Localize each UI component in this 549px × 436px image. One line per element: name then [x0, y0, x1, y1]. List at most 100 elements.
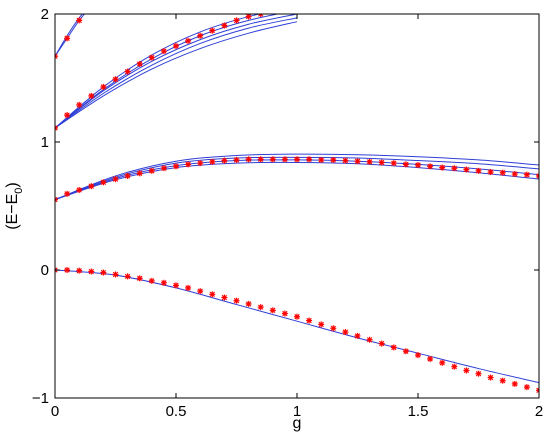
branch-2-marker-3: [76, 187, 83, 193]
branch-2-marker-4: [88, 183, 95, 190]
branch-1-marker-8: [136, 275, 143, 282]
branch-1-marker-6: [112, 271, 119, 278]
branch-2-marker-19: [269, 156, 276, 163]
branch-2-marker-16: [233, 156, 240, 163]
branch-3-marker-8: [136, 60, 143, 67]
branch-3-marker-5: [100, 83, 107, 90]
y-tick-label: 0: [41, 262, 49, 279]
branch-3-marker-10: [160, 48, 167, 55]
branch-1-marker-22: [306, 317, 313, 324]
branch-3-marker-14: [209, 27, 216, 34]
branch-1-marker-11: [173, 282, 179, 289]
y-tick-label: −1: [32, 390, 49, 407]
branch-4-line-1: [55, 14, 83, 57]
branch-2-marker-14: [209, 158, 216, 165]
branch-3-marker-1: [55, 124, 58, 131]
branch-1-marker-16: [233, 297, 240, 304]
y-axis-label-main: (E−E: [4, 194, 21, 230]
branch-2-marker-30: [402, 161, 409, 168]
branch-2-marker-1: [55, 196, 58, 203]
branch-2-marker-25: [342, 157, 349, 164]
branch-2-marker-20: [281, 156, 288, 163]
branch-4-marker-2: [64, 35, 71, 42]
branch-1-marker-36: [475, 370, 482, 377]
branch-1-marker-14: [209, 291, 216, 298]
branch-4-line-2: [55, 14, 86, 57]
branch-2-marker-24: [330, 156, 337, 163]
branch-1-marker-13: [197, 288, 204, 295]
branch-1-marker-4: [88, 268, 95, 275]
branch-2-marker-33: [439, 164, 446, 171]
branch-3-marker-16: [233, 17, 240, 24]
branch-2-line-1: [55, 153, 539, 201]
branch-2-marker-26: [354, 158, 361, 165]
y-tick-label: 2: [41, 6, 49, 23]
branch-2-marker-38: [499, 169, 506, 176]
branch-1-marker-37: [487, 374, 494, 381]
x-tick-label: 2: [535, 403, 543, 420]
branch-1-marker-21: [294, 313, 300, 320]
branch-3-marker-18: [257, 14, 264, 17]
branch-3-marker-3: [76, 101, 83, 108]
branch-1-marker-23: [318, 321, 325, 328]
series-markers: [55, 14, 539, 394]
branch-2-marker-18: [257, 156, 264, 163]
y-axis-label-close: ): [4, 182, 21, 187]
branch-1-marker-25: [342, 329, 349, 336]
branch-3-marker-2: [64, 112, 71, 119]
branch-1-marker-34: [451, 363, 458, 370]
branch-3-marker-6: [112, 76, 119, 83]
branch-1-marker-20: [281, 310, 288, 317]
branch-2-marker-9: [148, 167, 155, 174]
branch-2-marker-29: [390, 160, 397, 167]
branch-2-marker-31: [415, 162, 421, 169]
branch-4-marker-1: [55, 53, 58, 60]
branch-2-marker-12: [185, 161, 192, 168]
branch-2-marker-23: [318, 156, 325, 163]
branch-1-marker-7: [124, 273, 131, 280]
branch-1-marker-31: [415, 352, 421, 359]
branch-1-marker-24: [330, 325, 337, 332]
branch-1-marker-10: [160, 279, 167, 286]
branch-2-marker-32: [427, 163, 434, 170]
branch-1-marker-33: [439, 359, 446, 366]
branch-1-marker-28: [378, 340, 385, 347]
branch-2-marker-39: [511, 171, 518, 177]
branch-3-line-4: [55, 17, 298, 129]
branch-1-marker-3: [76, 267, 83, 274]
branch-2-marker-8: [136, 170, 143, 177]
branch-2-marker-6: [112, 176, 119, 183]
branch-1-marker-29: [390, 344, 397, 351]
branch-2-marker-27: [366, 158, 373, 165]
branch-3-line-3: [55, 14, 298, 129]
branch-2-marker-36: [475, 167, 482, 174]
x-tick-label: 0.5: [166, 403, 187, 420]
y-tick-label: 1: [41, 134, 49, 151]
branch-3-marker-4: [88, 92, 95, 99]
branch-1-marker-19: [269, 307, 276, 314]
branch-1-line-1: [55, 269, 539, 384]
branch-1-marker-15: [221, 294, 228, 301]
branch-2-marker-22: [306, 156, 313, 163]
branch-4-marker-3: [76, 17, 83, 24]
branch-2-marker-34: [451, 165, 458, 172]
branch-1-marker-26: [354, 332, 361, 339]
branch-1-marker-2: [64, 267, 71, 273]
branch-1-marker-30: [402, 348, 409, 355]
branch-1-marker-35: [463, 367, 470, 374]
branch-3-line-5: [55, 21, 298, 129]
x-tick-label: 1: [293, 403, 301, 420]
branch-1-marker-27: [366, 336, 373, 343]
branch-2-marker-10: [160, 165, 167, 172]
branch-2-marker-41: [536, 172, 539, 179]
branch-2-marker-11: [173, 163, 179, 170]
branch-1-marker-12: [185, 284, 192, 291]
branch-1-marker-32: [427, 355, 434, 362]
branch-3-marker-15: [221, 22, 228, 29]
branch-3-marker-11: [173, 43, 179, 49]
branch-1-marker-18: [257, 304, 264, 311]
branch-2-marker-28: [378, 159, 385, 166]
x-tick-label: 1.5: [408, 403, 429, 420]
